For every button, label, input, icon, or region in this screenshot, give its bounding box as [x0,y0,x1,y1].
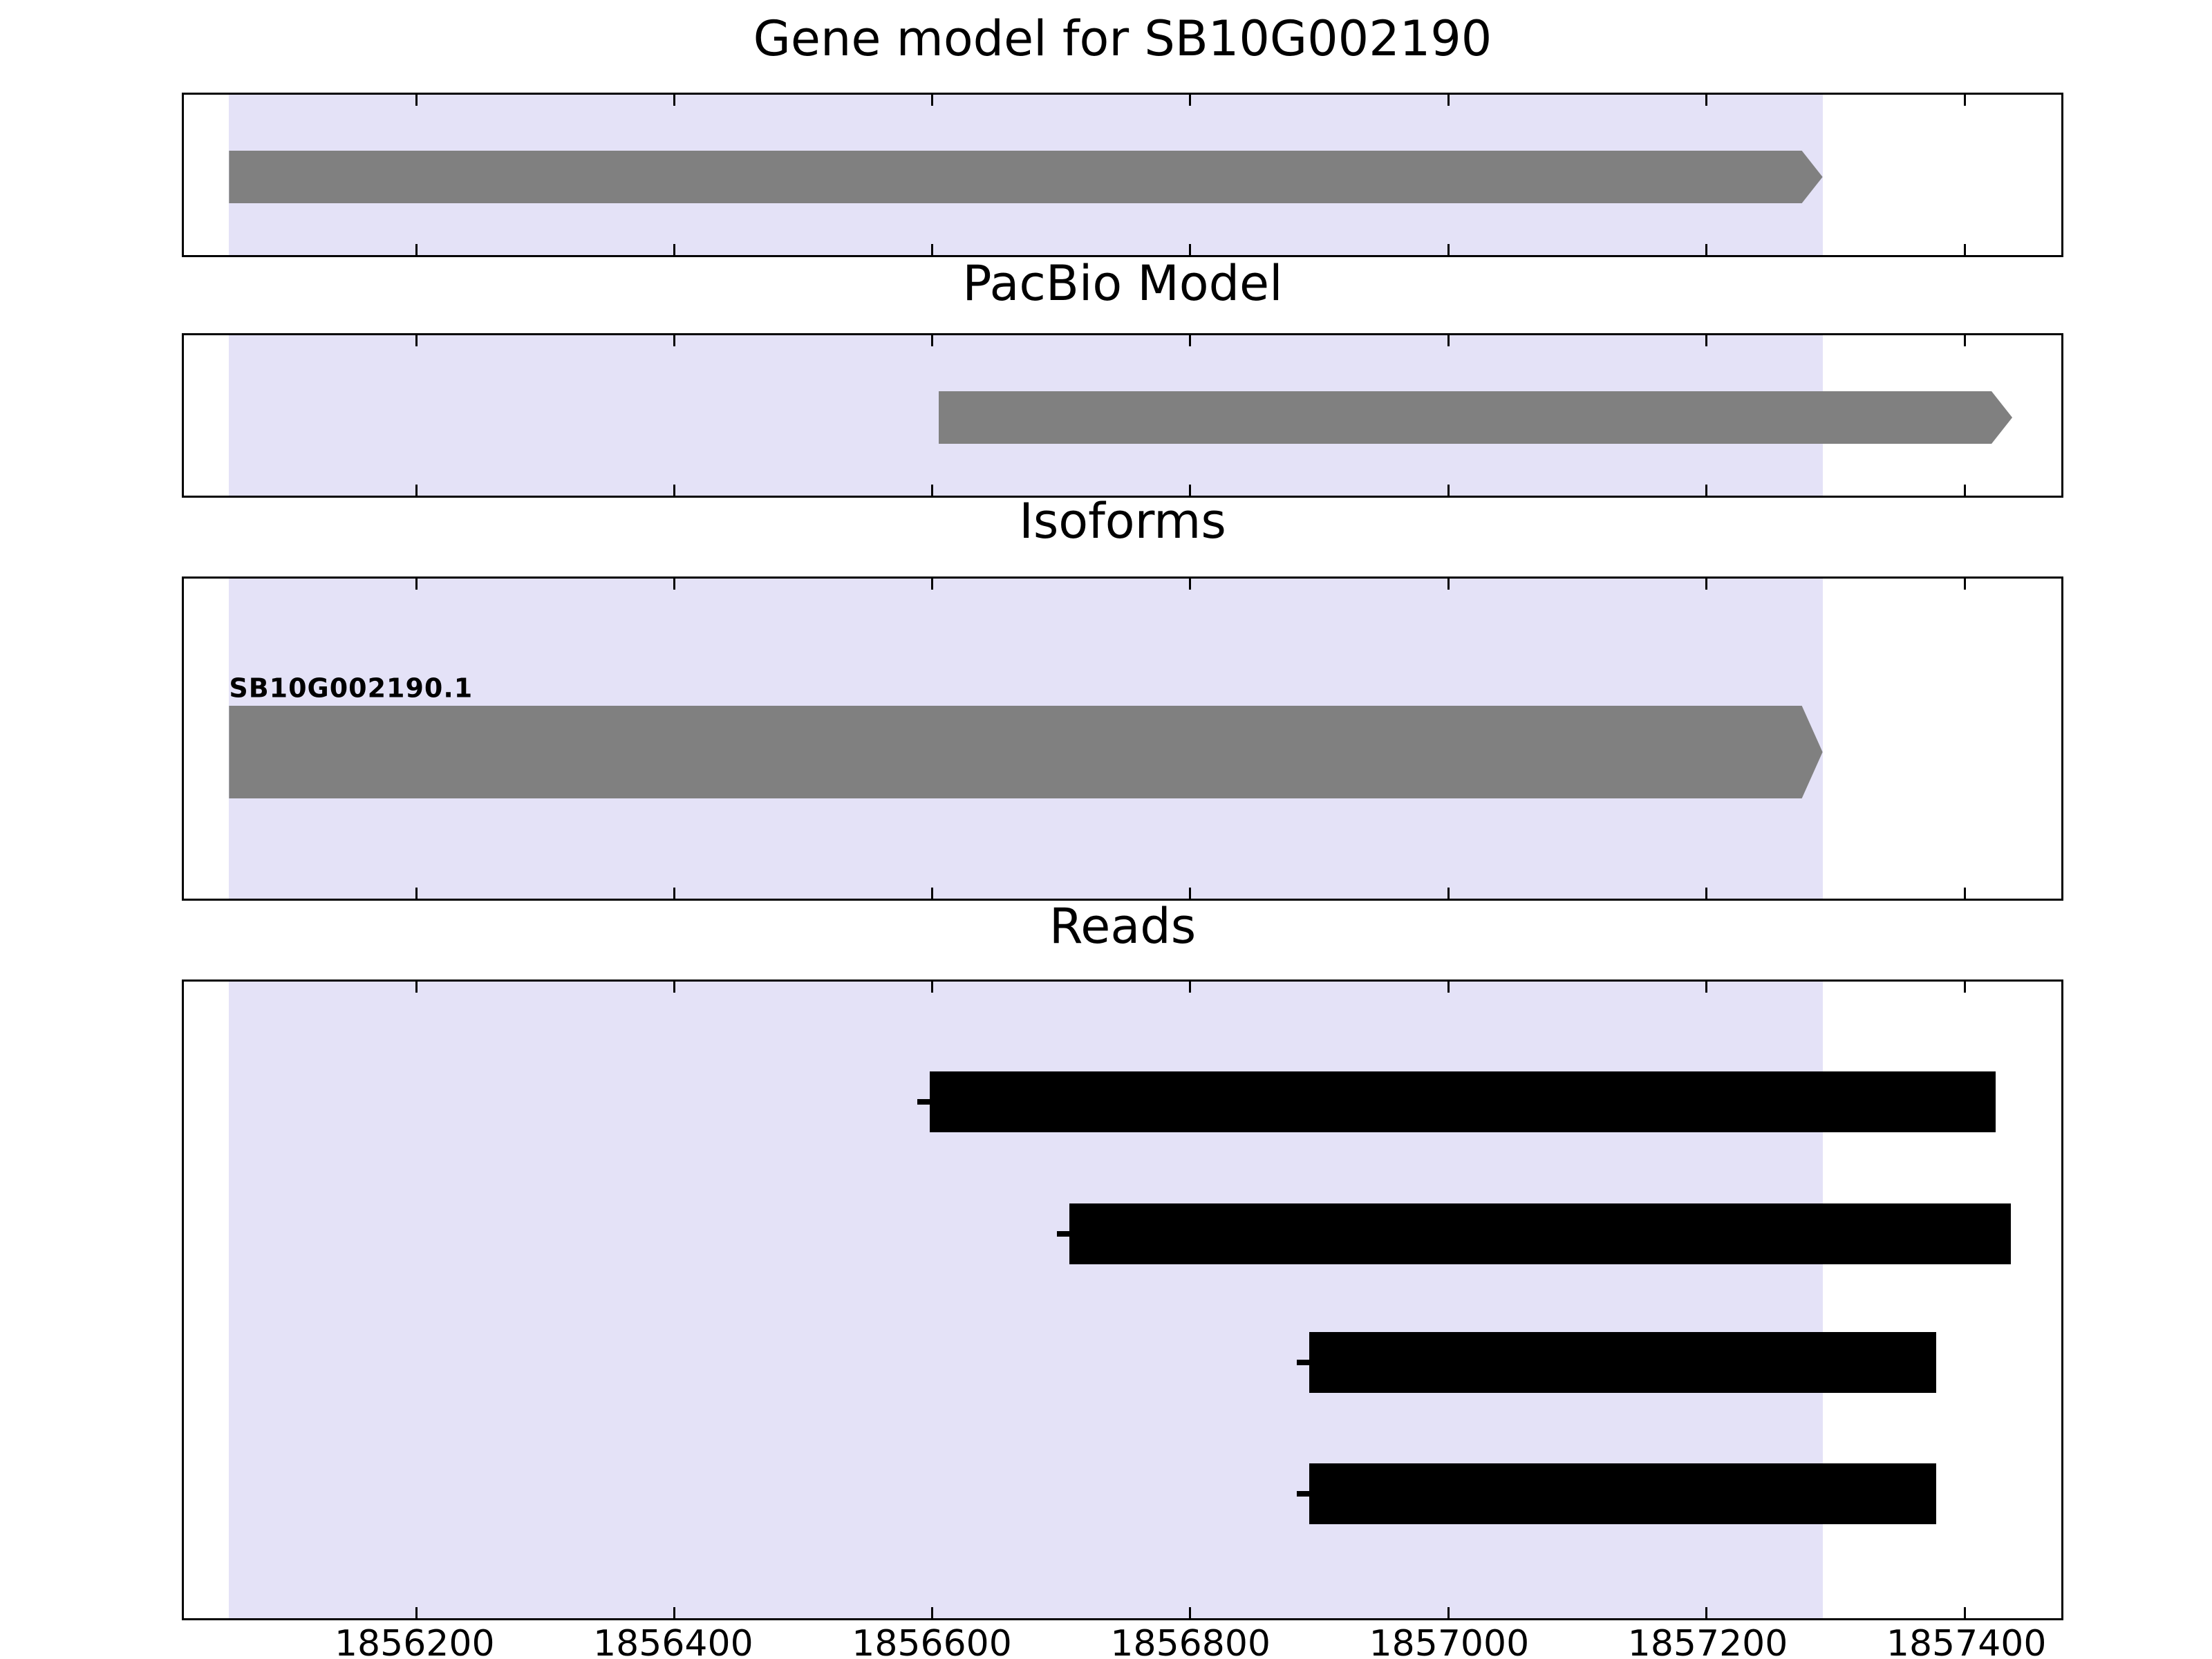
axis-tick-mark [673,335,675,346]
axis-tick-mark [415,579,418,590]
gene-feature-arrow [229,151,1822,203]
axis-tick-mark [1963,1607,1966,1618]
axis-tick-mark [415,244,418,255]
x-axis-tick-label: 1857000 [1369,1623,1530,1659]
axis-tick-mark [1447,485,1450,496]
axis-tick-mark [1189,1607,1192,1618]
axis-tick-mark [1705,95,1708,106]
axis-tick-mark [931,485,934,496]
axis-tick-mark [415,982,418,993]
read-alignment-bar [1309,1332,1936,1393]
isoforms-panel: SB10G002190.1 [182,577,2063,901]
x-axis-tick-label: 1856600 [852,1623,1012,1659]
axis-tick-mark [673,982,675,993]
axis-tick-mark [1189,485,1192,496]
axis-tick-mark [1189,579,1192,590]
axis-tick-mark [1447,982,1450,993]
read-alignment-bar [1069,1203,2012,1264]
axis-tick-mark [673,579,675,590]
axis-tick-mark [1189,335,1192,346]
x-axis-tick-label: 1856400 [593,1623,753,1659]
read-left-tick [1296,1491,1309,1497]
panel-title-gene-model: Gene model for SB10G002190 [753,10,1492,67]
axis-tick-mark [1963,95,1966,106]
axis-tick-mark [1705,888,1708,899]
axis-tick-mark [1963,244,1966,255]
axis-tick-mark [931,888,934,899]
axis-tick-mark [931,1607,934,1618]
axis-tick-mark [931,244,934,255]
axis-tick-mark [1963,982,1966,993]
axis-tick-mark [1963,579,1966,590]
reads-panel [182,980,2063,1620]
axis-tick-mark [931,95,934,106]
axis-tick-mark [1189,244,1192,255]
axis-tick-mark [1447,335,1450,346]
axis-tick-mark [1705,1607,1708,1618]
axis-tick-mark [673,485,675,496]
x-axis-tick-label: 1856800 [1110,1623,1271,1659]
axis-tick-mark [1963,335,1966,346]
axis-tick-mark [1705,982,1708,993]
axis-tick-mark [1705,485,1708,496]
axis-tick-mark [931,335,934,346]
axis-tick-mark [1447,579,1450,590]
axis-tick-mark [1447,95,1450,106]
axis-tick-mark [1189,95,1192,106]
pacbio-model-panel [182,333,2063,498]
axis-tick-mark [673,888,675,899]
x-axis-tick-label: 1857200 [1627,1623,1788,1659]
read-left-tick [1296,1360,1309,1365]
read-left-tick [917,1099,930,1105]
axis-tick-mark [415,335,418,346]
axis-tick-mark [1189,888,1192,899]
read-alignment-bar [929,1071,1996,1132]
axis-tick-mark [673,244,675,255]
gene-feature-arrow [939,391,2012,444]
panel-title-pacbio-model: PacBio Model [962,255,1283,312]
axis-tick-mark [1447,888,1450,899]
axis-tick-mark [673,95,675,106]
axis-tick-mark [931,982,934,993]
axis-tick-mark [673,1607,675,1618]
axis-tick-mark [415,888,418,899]
axis-tick-mark [1447,244,1450,255]
read-left-tick [1056,1231,1069,1237]
axis-tick-mark [1963,485,1966,496]
axis-tick-mark [931,579,934,590]
panel-title-isoforms: Isoforms [1019,493,1226,550]
x-axis-tick-label: 1856200 [334,1623,495,1659]
x-axis-tick-labels: 1856200 1856400 1856600 1856800 1857000 18572… [0,1623,2212,1659]
gene-feature-arrow [229,706,1822,798]
axis-tick-mark [1705,244,1708,255]
axis-tick-mark [1705,335,1708,346]
panel-title-reads: Reads [1049,898,1197,955]
isoform-label: SB10G002190.1 [229,673,474,704]
axis-tick-mark [1705,579,1708,590]
axis-tick-mark [1189,982,1192,993]
axis-tick-mark [415,95,418,106]
x-axis-tick-label: 1857400 [1886,1623,2047,1659]
axis-tick-mark [415,485,418,496]
axis-tick-mark [415,1607,418,1618]
axis-tick-mark [1963,888,1966,899]
read-alignment-bar [1309,1463,1936,1524]
gene-model-panel [182,93,2063,257]
axis-tick-mark [1447,1607,1450,1618]
